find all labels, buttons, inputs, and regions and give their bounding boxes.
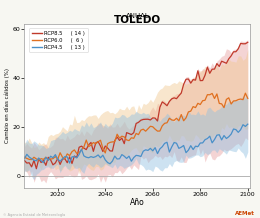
Text: ANUAL: ANUAL [125, 13, 149, 19]
Text: AEMet: AEMet [235, 211, 255, 216]
Y-axis label: Cambio en días cálidos (%): Cambio en días cálidos (%) [4, 68, 10, 143]
Title: TOLEDO: TOLEDO [114, 15, 161, 25]
Legend: RCP8.5     ( 14 ), RCP6.0     (  6 ), RCP4.5     ( 13 ): RCP8.5 ( 14 ), RCP6.0 ( 6 ), RCP4.5 ( 13… [29, 28, 88, 52]
Text: © Agencia Estatal de Meteorología: © Agencia Estatal de Meteorología [3, 213, 65, 217]
X-axis label: Año: Año [130, 198, 145, 207]
